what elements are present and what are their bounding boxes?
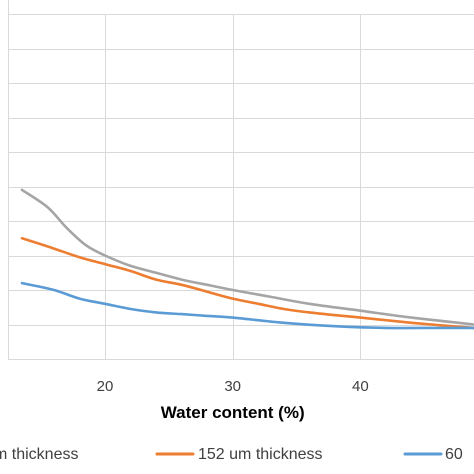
series-line-2 (20, 237, 474, 330)
x-tick-label: 40 (352, 378, 369, 395)
x-tick-label: 30 (224, 378, 241, 395)
series-line-1 (20, 188, 474, 326)
x-tick-labels: 20 30 40 (97, 378, 369, 395)
legend-label-3: 60 (445, 446, 463, 463)
legend-label-2: 152 um thickness (198, 446, 323, 463)
gridlines (8, 14, 474, 360)
series-lines (20, 188, 474, 330)
series-line-3 (20, 281, 474, 330)
axes (7, 0, 474, 361)
x-axis-title: Water content (%) (161, 403, 305, 422)
x-tick-label: 20 (97, 378, 114, 395)
legend-label-1: m thickness (0, 446, 78, 463)
legend: m thickness 152 um thickness 60 (0, 446, 463, 463)
